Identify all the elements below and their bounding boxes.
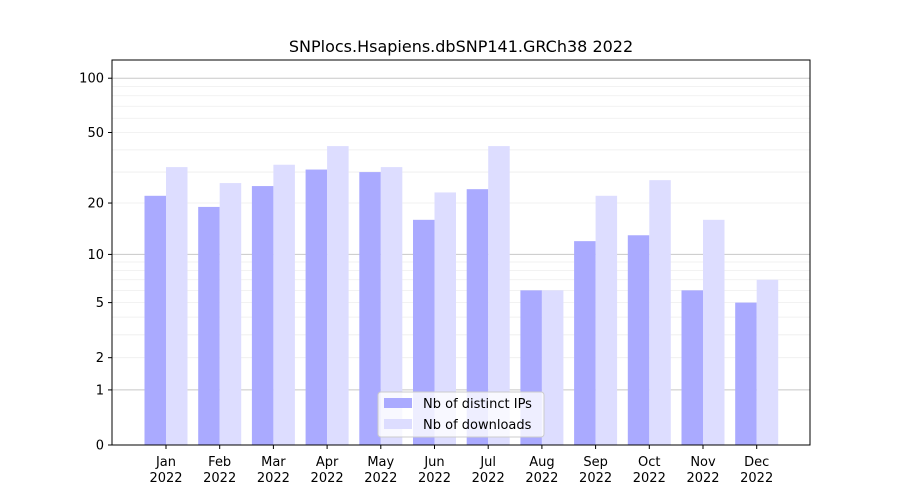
x-tick-label-year: 2022	[149, 471, 182, 486]
bar-distinct-ips	[574, 241, 596, 445]
x-tick-label-month: Nov	[690, 455, 716, 470]
x-tick-label-month: Apr	[316, 455, 339, 470]
bar-downloads	[273, 164, 295, 445]
x-tick-label-month: Mar	[261, 455, 286, 470]
legend-box	[377, 391, 545, 438]
x-tick-label-month: Jun	[423, 455, 444, 470]
x-tick-label-year: 2022	[257, 471, 290, 486]
x-tick-label-year: 2022	[472, 471, 505, 486]
legend-swatch-ips	[384, 398, 412, 408]
x-tick-label-month: May	[367, 455, 394, 470]
bar-downloads	[327, 146, 349, 446]
x-tick-label-year: 2022	[311, 471, 344, 486]
y-tick-label: 20	[87, 197, 104, 212]
x-tick-label-year: 2022	[203, 471, 236, 486]
bar-downloads	[166, 167, 188, 446]
plot-frame	[111, 59, 811, 446]
y-axis: 0 1 2 5 10 20 50 100	[79, 72, 112, 454]
bar-downloads	[541, 290, 564, 445]
x-tick-label-month: Aug	[529, 455, 554, 470]
y-tick-label: 2	[96, 351, 104, 366]
bar-downloads	[488, 146, 510, 446]
x-tick-label-year: 2022	[633, 471, 666, 486]
bar-distinct-ips	[681, 290, 703, 445]
bar-downloads	[434, 192, 456, 445]
x-tick-label-month: Jan	[155, 455, 176, 470]
legend-label-ips: Nb of distinct IPs	[423, 397, 532, 412]
legend-label-downloads: Nb of downloads	[423, 418, 532, 433]
y-tick-label: 50	[87, 126, 104, 141]
x-tick-label-year: 2022	[686, 471, 719, 486]
y-tick-label: 10	[87, 248, 104, 263]
x-tick-label-year: 2022	[364, 471, 397, 486]
bar-distinct-ips	[305, 169, 328, 445]
y-tick-label: 0	[96, 439, 104, 454]
bar-distinct-ips	[198, 206, 220, 445]
bar-downloads	[219, 183, 242, 445]
bar-downloads	[756, 279, 779, 445]
x-tick-label-month: Jul	[479, 455, 496, 470]
bar-distinct-ips	[144, 195, 166, 445]
chart-title: SNPlocs.Hsapiens.dbSNP141.GRCh38 2022	[289, 37, 633, 56]
x-tick-label-month: Feb	[208, 455, 231, 470]
x-tick-label-year: 2022	[525, 471, 558, 486]
x-tick-label-month: Dec	[744, 455, 769, 470]
bar-downloads	[595, 195, 618, 445]
x-tick-label-year: 2022	[579, 471, 612, 486]
x-tick-label-month: Sep	[583, 455, 608, 470]
bar-distinct-ips	[735, 302, 757, 445]
bars	[144, 146, 779, 446]
bar-downloads	[703, 219, 725, 445]
x-tick-label-year: 2022	[740, 471, 773, 486]
legend: Nb of distinct IPs Nb of downloads	[377, 391, 545, 438]
y-tick-label: 100	[79, 72, 104, 87]
bar-distinct-ips	[413, 219, 435, 445]
bar-distinct-ips	[251, 186, 274, 445]
y-tick-label: 1	[96, 383, 104, 398]
bar-distinct-ips	[359, 172, 381, 445]
bar-downloads	[380, 167, 403, 446]
y-tick-label: 5	[96, 296, 104, 311]
x-tick-label-year: 2022	[418, 471, 451, 486]
bar-distinct-ips	[466, 189, 489, 445]
x-axis: Jan2022Feb2022Mar2022Apr2022May2022Jun20…	[149, 445, 773, 486]
legend-swatch-downloads	[384, 419, 412, 429]
bar-downloads	[649, 180, 671, 445]
x-tick-label-month: Oct	[638, 455, 660, 470]
bar-distinct-ips	[627, 235, 650, 445]
